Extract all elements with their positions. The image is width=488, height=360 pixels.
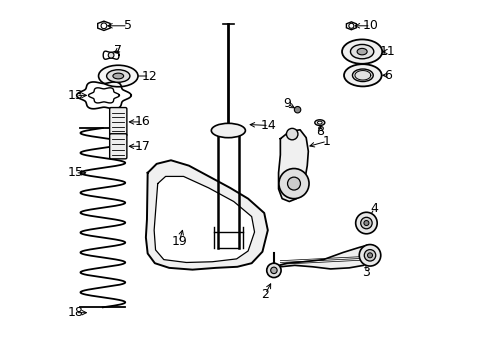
Text: 5: 5: [123, 19, 132, 32]
Circle shape: [287, 177, 300, 190]
Text: 3: 3: [361, 266, 369, 279]
Text: 8: 8: [316, 125, 324, 138]
Circle shape: [355, 212, 376, 234]
Circle shape: [364, 249, 375, 261]
Ellipse shape: [99, 65, 138, 87]
Text: 13: 13: [68, 89, 83, 102]
Circle shape: [367, 253, 372, 258]
Polygon shape: [273, 245, 372, 270]
Text: 10: 10: [362, 19, 378, 32]
Text: 6: 6: [383, 69, 391, 82]
Ellipse shape: [106, 70, 130, 82]
Circle shape: [363, 221, 368, 226]
Ellipse shape: [341, 40, 382, 64]
Circle shape: [108, 52, 114, 58]
Text: 15: 15: [67, 166, 83, 179]
Ellipse shape: [356, 48, 366, 55]
Circle shape: [294, 107, 300, 113]
Ellipse shape: [344, 64, 381, 86]
Text: 2: 2: [261, 288, 269, 301]
FancyBboxPatch shape: [109, 134, 126, 159]
Text: 19: 19: [171, 235, 187, 248]
FancyBboxPatch shape: [109, 108, 126, 136]
Text: 1: 1: [323, 135, 330, 148]
Ellipse shape: [350, 44, 373, 59]
Circle shape: [266, 263, 281, 278]
Text: 7: 7: [114, 44, 122, 57]
Text: 12: 12: [142, 69, 157, 82]
Text: 16: 16: [134, 116, 150, 129]
Ellipse shape: [113, 73, 123, 79]
Circle shape: [360, 217, 371, 229]
Ellipse shape: [314, 120, 324, 126]
Ellipse shape: [317, 121, 322, 124]
Text: 14: 14: [261, 119, 276, 132]
Text: 17: 17: [134, 140, 150, 153]
Circle shape: [278, 168, 308, 199]
Polygon shape: [278, 130, 308, 202]
Text: 18: 18: [67, 306, 83, 319]
Ellipse shape: [352, 69, 372, 82]
Circle shape: [286, 129, 297, 140]
Circle shape: [270, 267, 277, 274]
Text: 4: 4: [369, 202, 378, 215]
Polygon shape: [145, 160, 267, 270]
Circle shape: [359, 244, 380, 266]
Ellipse shape: [211, 123, 245, 138]
Text: 11: 11: [379, 45, 395, 58]
Text: 9: 9: [283, 98, 291, 111]
Polygon shape: [154, 176, 254, 262]
